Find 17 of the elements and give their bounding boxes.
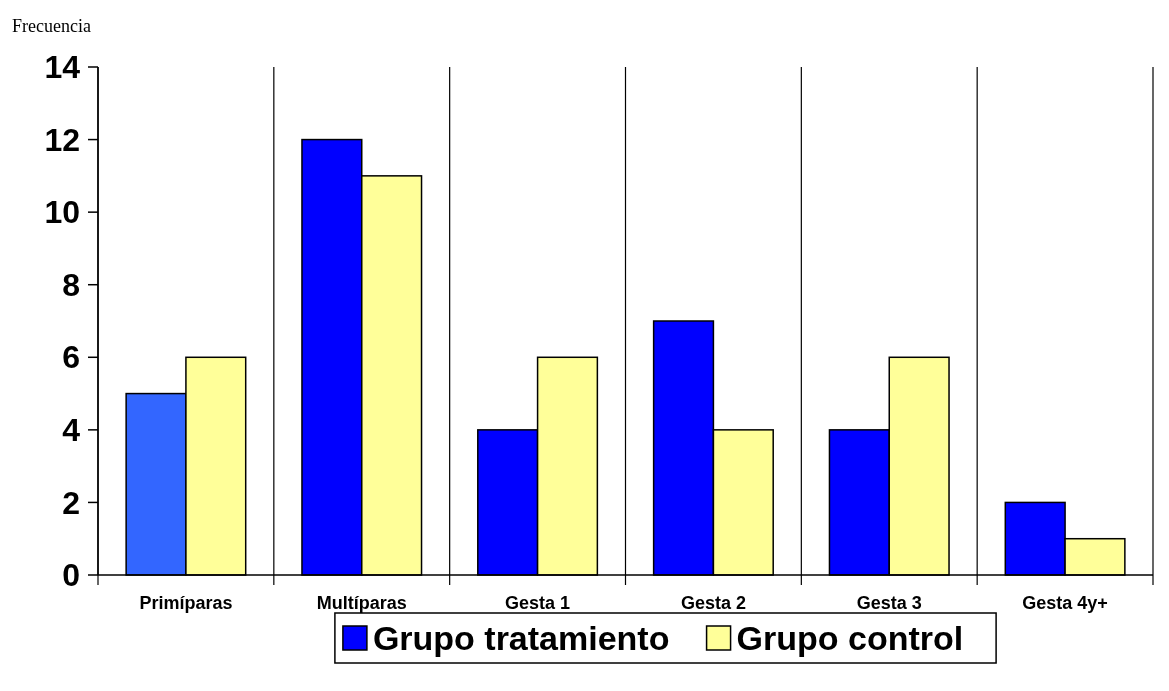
- y-tick-label: 8: [62, 266, 80, 303]
- x-tick-label: Gesta 3: [856, 593, 922, 613]
- x-tick-label: Gesta 1: [505, 593, 571, 613]
- y-tick-label: 14: [44, 49, 81, 86]
- x-tick-label: Multíparas: [316, 593, 407, 613]
- y-tick-label: 4: [62, 412, 81, 449]
- y-tick-label: 0: [62, 557, 80, 594]
- y-axis-title: Frecuencia: [12, 16, 91, 36]
- legend-label: Grupo tratamiento: [372, 619, 670, 658]
- y-tick-label: 6: [62, 339, 80, 376]
- x-tick-label: Gesta 2: [680, 593, 746, 613]
- y-tick-label: 12: [44, 121, 80, 158]
- y-tick-label: 2: [62, 484, 80, 521]
- x-tick-label: Primíparas: [139, 593, 233, 613]
- y-tick-label: 10: [44, 194, 80, 231]
- legend-label: Grupo control: [736, 619, 964, 658]
- x-tick-label: Gesta 4y+: [1022, 593, 1108, 613]
